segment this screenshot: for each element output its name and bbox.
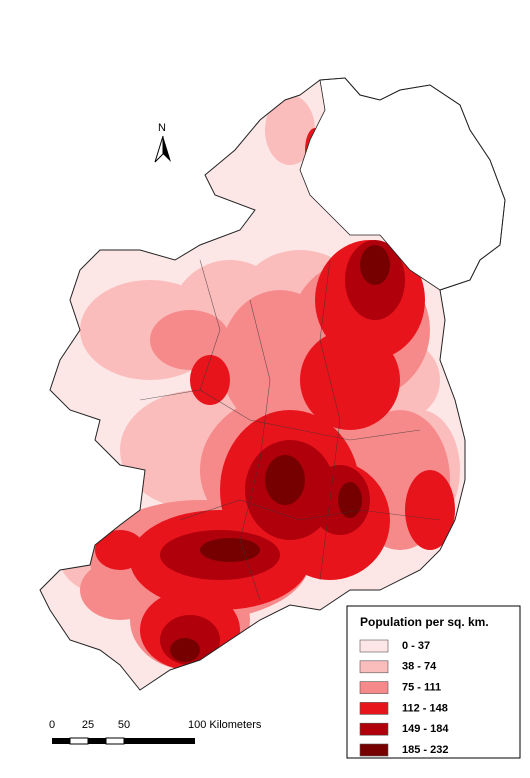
scale-label: 0 <box>49 719 55 731</box>
density-area <box>300 330 400 430</box>
legend-swatch <box>359 660 389 674</box>
legend-label: 0 - 37 <box>402 640 430 652</box>
scale-label: 50 <box>118 719 130 731</box>
scale-label: 100 Kilometers <box>188 719 262 731</box>
legend-label: 38 - 74 <box>402 661 437 673</box>
density-area <box>265 455 305 505</box>
scale-label: 25 <box>82 719 94 731</box>
density-area <box>338 482 362 518</box>
legend-label: 149 - 184 <box>402 723 449 735</box>
scale-bar: 0 25 50 100 Kilometers <box>49 719 262 745</box>
scale-segment <box>69 737 89 745</box>
legend-swatch <box>359 722 389 736</box>
north-arrow: N <box>154 122 171 163</box>
coastline <box>39 77 506 691</box>
density-area <box>190 355 230 405</box>
density-area <box>95 530 145 570</box>
county-borders <box>139 259 441 601</box>
scale-segment <box>105 737 125 745</box>
density-area <box>360 245 390 285</box>
legend-swatch <box>359 639 389 653</box>
legend: Population per sq. km. 0 - 37 38 - 74 75 -… <box>346 605 521 759</box>
scale-segment <box>124 738 195 744</box>
density-area <box>200 538 260 562</box>
scale-segment <box>52 738 70 744</box>
legend-label: 112 - 148 <box>402 702 448 714</box>
scale-segment <box>88 738 106 744</box>
density-area <box>405 470 455 550</box>
legend-swatch <box>359 681 389 694</box>
north-arrow-right <box>163 136 171 162</box>
legend-swatch <box>359 743 389 757</box>
north-label: N <box>158 122 166 134</box>
legend-swatch <box>359 702 389 715</box>
north-arrow-left <box>154 135 164 163</box>
legend-title: Population per sq. km. <box>360 615 489 629</box>
density-area <box>265 95 315 165</box>
density-area <box>170 638 200 662</box>
legend-label: 75 - 111 <box>402 682 441 694</box>
legend-label: 185 - 232 <box>402 744 448 756</box>
